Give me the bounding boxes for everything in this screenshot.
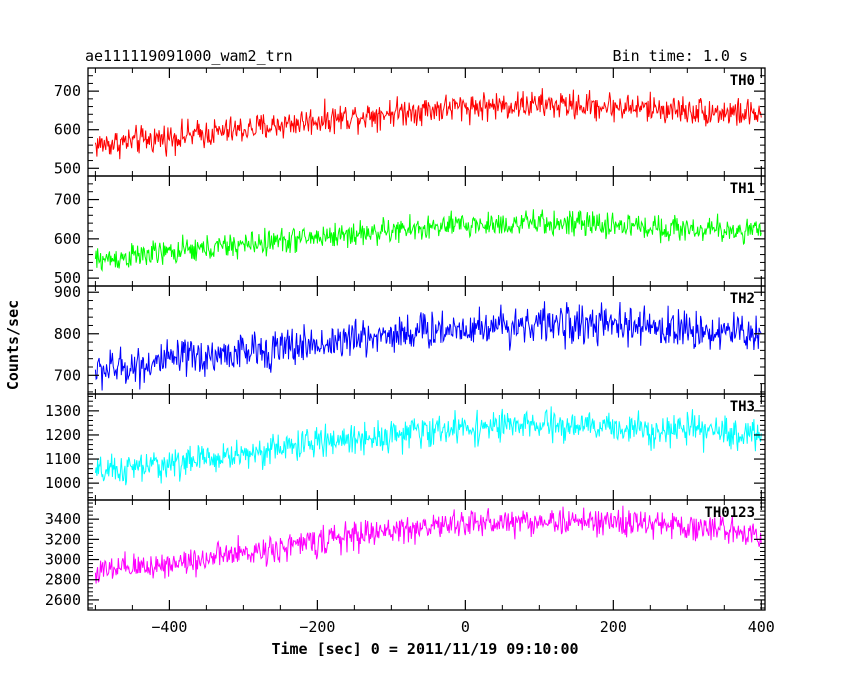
- panel-label-th1: TH1: [730, 181, 755, 197]
- y-tick-label: 800: [54, 325, 81, 343]
- y-tick-label: 500: [54, 269, 81, 287]
- x-tick-label: 0: [461, 618, 470, 636]
- y-tick-label: 600: [54, 121, 81, 139]
- y-tick-label: 500: [54, 159, 81, 177]
- panel-frame-th0: [87, 67, 766, 177]
- y-tick-label: 700: [54, 366, 81, 384]
- x-axis-title: Time [sec] 0 = 2011/11/19 09:10:00: [271, 640, 578, 658]
- panel-label-th3: TH3: [730, 399, 755, 415]
- x-tick-label: −400: [151, 618, 187, 636]
- y-tick-label: 2800: [45, 571, 81, 589]
- y-tick-label: 1100: [45, 450, 81, 468]
- panels-group: TH0 500 600 700 TH1 500 600 700 TH2 700 800 900 TH3 1…: [45, 67, 775, 636]
- x-tick-label: −200: [299, 618, 335, 636]
- series-line-th2: [94, 301, 762, 391]
- panel-frame-th3: [87, 393, 766, 501]
- plot-title-left: ae111119091000_wam2_trn: [85, 47, 293, 65]
- series-line-th1: [94, 209, 762, 273]
- series-line-th0123: [94, 505, 762, 584]
- panel-label-th0123: TH0123: [704, 505, 755, 521]
- y-tick-label: 1300: [45, 402, 81, 420]
- y-tick-label: 700: [54, 191, 81, 209]
- y-tick-label: 700: [54, 82, 81, 100]
- y-tick-label: 1000: [45, 474, 81, 492]
- panel-frame-th1: [87, 175, 766, 287]
- y-tick-label: 900: [54, 283, 81, 301]
- y-tick-label: 3400: [45, 510, 81, 528]
- series-line-th3: [94, 406, 762, 486]
- y-tick-label: 600: [54, 230, 81, 248]
- series-line-th0: [94, 88, 762, 160]
- panel-frame-th0123: [87, 499, 766, 611]
- plot-title-right: Bin time: 1.0 s: [613, 47, 748, 65]
- y-tick-label: 1200: [45, 426, 81, 444]
- y-axis-title: Counts/sec: [4, 300, 22, 390]
- y-tick-label: 2600: [45, 591, 81, 609]
- x-tick-label: 400: [748, 618, 775, 636]
- panel-label-th0: TH0: [730, 73, 755, 89]
- y-tick-label: 3200: [45, 530, 81, 548]
- y-tick-label: 3000: [45, 551, 81, 569]
- x-tick-label: 200: [600, 618, 627, 636]
- panel-label-th2: TH2: [730, 291, 755, 307]
- panel-frame-th2: [87, 285, 766, 395]
